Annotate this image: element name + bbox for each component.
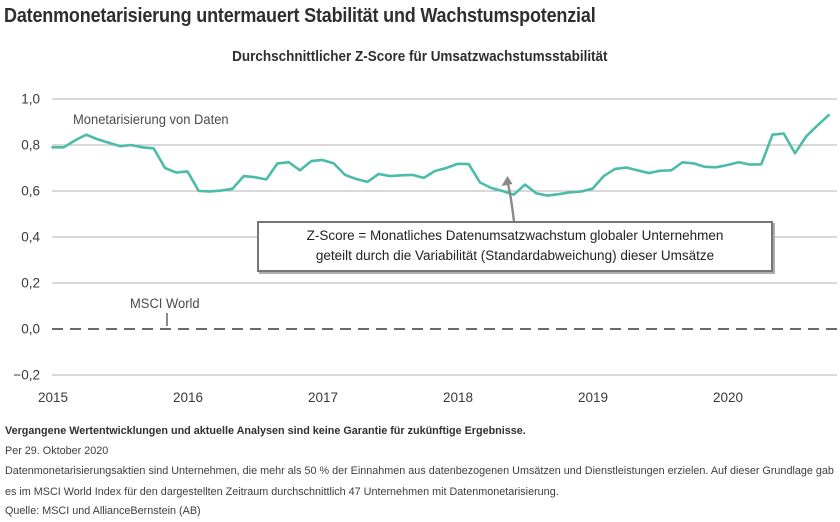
chart-subtitle-container: Durchschnittlicher Z-Score für Umsatzwac… <box>0 49 840 65</box>
annotation-arrow <box>506 181 516 222</box>
x-axis-label: 2016 <box>173 390 203 405</box>
as-of-date: Per 29. Oktober 2020 <box>5 444 109 457</box>
chart-canvas: 1,0 0,8 0,6 0,4 0,2 0,0 −0,2 2015 2016 2017 2018 20… <box>13 92 837 405</box>
annotation-line-1: Z-Score = Monatliches Datenumsatzwachstu… <box>306 228 724 243</box>
disclaimer-text: Vergangene Wertentwicklungen und aktuell… <box>5 425 526 437</box>
y-axis-label: 0,0 <box>21 322 40 337</box>
x-axis-label: 2015 <box>38 390 68 405</box>
series-label-msci-world: MSCI World <box>130 296 200 311</box>
page-title: Datenmonetarisierung untermauert Stabili… <box>4 5 596 27</box>
annotation-line-2: geteilt durch die Variabilität (Standard… <box>315 248 715 263</box>
y-axis-label: 0,2 <box>21 276 40 291</box>
y-axis-label: −0,2 <box>13 368 40 383</box>
source-text: Quelle: MSCI und AllianceBernstein (AB) <box>5 505 201 517</box>
y-axis-label: 1,0 <box>21 92 40 107</box>
zscore-annotation-box: Z-Score = Monatliches Datenumsatzwachstu… <box>257 221 773 272</box>
x-axis-label: 2019 <box>578 390 608 405</box>
y-axis-label: 0,8 <box>21 138 40 153</box>
x-axis-label: 2018 <box>443 390 473 405</box>
y-axis-label: 0,6 <box>21 184 40 199</box>
series-label-data-monetization: Monetarisierung von Daten <box>73 112 229 127</box>
x-axis-label: 2017 <box>308 390 338 405</box>
chart-subtitle: Durchschnittlicher Z-Score für Umsatzwac… <box>232 49 608 65</box>
footnotes: Vergangene Wertentwicklungen und aktuell… <box>5 422 837 522</box>
y-axis-label: 0,4 <box>21 230 40 245</box>
annotation-arrow-head <box>501 176 513 186</box>
data-monetization-line <box>51 113 831 197</box>
x-axis-label: 2020 <box>713 390 743 405</box>
methodology-note: Datenmonetarisierungsaktien sind Unterne… <box>5 465 834 498</box>
msci-label-connector-line <box>166 313 168 326</box>
